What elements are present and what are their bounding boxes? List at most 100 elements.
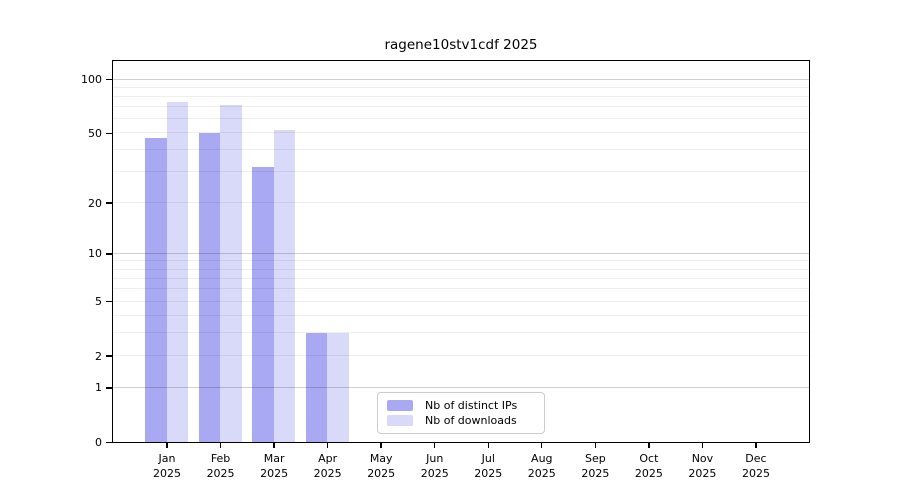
x-label-year: 2025 (420, 466, 449, 480)
y-tick-20 (106, 202, 112, 204)
x-tick-label-jun: Jun 2025 (403, 452, 467, 481)
x-label-year: 2025 (634, 466, 663, 480)
x-tick-label-nov: Nov 2025 (670, 452, 734, 481)
legend-label-distinct-ips: Nb of distinct IPs (425, 399, 518, 412)
bar-mar-nb-of-downloads (273, 129, 296, 442)
bar-jan-nb-of-distinct-ips (145, 137, 167, 442)
legend-item-distinct-ips: Nb of distinct IPs (387, 398, 535, 413)
x-tick-feb (219, 443, 222, 448)
x-label-year: 2025 (741, 466, 770, 480)
x-tick-label-feb: Feb 2025 (189, 452, 253, 481)
x-label-year: 2025 (367, 466, 396, 480)
x-tick-aug (541, 443, 543, 448)
gridline-minor-9 (113, 260, 809, 262)
x-tick-label-dec: Dec 2025 (724, 452, 788, 481)
gridlines-layer (113, 61, 809, 442)
legend-item-downloads: Nb of downloads (387, 413, 535, 428)
y-tick-label-50: 50 (88, 126, 102, 140)
gridline-major-10 (113, 252, 809, 254)
plot-area: Nb of distinct IPs Nb of downloads (112, 60, 810, 443)
x-tick-jul (487, 443, 489, 448)
gridline-minor-6 (113, 288, 809, 290)
y-tick-label-1: 1 (95, 381, 102, 395)
y-tick-1 (106, 387, 112, 389)
legend-swatch-distinct-ips-icon (387, 400, 413, 411)
y-tick-50 (106, 132, 112, 134)
x-label-month: Nov (691, 452, 714, 465)
x-tick-oct (648, 443, 650, 448)
x-tick-label-jul: Jul 2025 (456, 452, 520, 481)
x-label-year: 2025 (260, 466, 289, 480)
gridline-minor-20 (113, 202, 809, 204)
x-label-year: 2025 (313, 466, 342, 480)
gridline-minor-7 (113, 277, 809, 279)
y-tick-100 (106, 78, 112, 81)
legend-label-downloads: Nb of downloads (425, 414, 517, 427)
x-label-month: Jun (426, 452, 444, 465)
x-label-month: Feb (210, 452, 231, 465)
gridline-minor-70 (113, 106, 809, 108)
x-tick-apr (326, 443, 329, 448)
legend: Nb of distinct IPs Nb of downloads (377, 392, 545, 434)
x-tick-nov (701, 443, 704, 448)
bar-mar-nb-of-distinct-ips (252, 167, 274, 442)
gridline-minor-4 (113, 314, 809, 316)
bar-apr-nb-of-downloads (327, 332, 349, 442)
x-label-month: Sep (584, 452, 606, 465)
x-label-month: Dec (745, 452, 767, 465)
gridline-minor-60 (113, 118, 809, 120)
gridline-major-1 (113, 386, 809, 388)
x-label-month: Apr (318, 452, 338, 465)
x-tick-sep (594, 443, 597, 448)
gridline-minor-50 (113, 132, 809, 134)
gridline-minor-30 (113, 171, 809, 173)
x-tick-label-oct: Oct 2025 (617, 452, 681, 481)
x-tick-may (380, 443, 382, 448)
y-tick-2 (106, 355, 112, 357)
x-label-year: 2025 (206, 466, 235, 480)
bars-layer (113, 61, 809, 442)
x-tick-mar (273, 443, 275, 448)
y-tick-label-5: 5 (95, 295, 102, 309)
x-label-month: May (369, 452, 393, 465)
x-label-month: Jul (481, 452, 495, 465)
y-tick-10 (106, 253, 112, 255)
bar-jan-nb-of-downloads (166, 102, 189, 442)
gridline-minor-90 (113, 86, 809, 88)
x-tick-jan (166, 443, 168, 448)
x-label-year: 2025 (581, 466, 610, 480)
gridline-minor-2 (113, 355, 809, 357)
x-label-month: Jan (158, 452, 176, 465)
gridline-minor-8 (113, 268, 809, 270)
y-tick-0 (106, 441, 112, 444)
x-label-month: Oct (639, 452, 659, 465)
bar-feb-nb-of-distinct-ips (198, 132, 221, 442)
gridline-minor-3 (113, 332, 809, 334)
x-tick-label-mar: Mar 2025 (242, 452, 306, 481)
bar-feb-nb-of-downloads (220, 104, 242, 442)
y-tick-label-20: 20 (88, 196, 102, 210)
gridline-minor-80 (113, 95, 809, 97)
gridline-major-100 (113, 78, 809, 80)
y-tick-label-2: 2 (95, 349, 102, 363)
x-label-year: 2025 (474, 466, 503, 480)
chart-title: ragene10stv1cdf 2025 (384, 37, 538, 53)
gridline-minor-5 (113, 300, 809, 302)
gridline-minor-40 (113, 149, 809, 151)
y-tick-label-0: 0 (95, 436, 102, 449)
x-tick-label-aug: Aug 2025 (510, 452, 574, 481)
x-tick-jun (434, 443, 436, 448)
x-label-year: 2025 (688, 466, 717, 480)
x-tick-label-jan: Jan 2025 (135, 452, 199, 481)
x-tick-dec (755, 443, 757, 448)
x-tick-label-may: May 2025 (349, 452, 413, 481)
legend-swatch-downloads-icon (387, 415, 413, 426)
x-label-year: 2025 (153, 466, 182, 480)
y-tick-5 (106, 300, 112, 303)
x-tick-label-apr: Apr 2025 (296, 452, 360, 481)
y-tick-label-10: 10 (88, 247, 102, 261)
x-label-month: Aug (531, 452, 553, 465)
